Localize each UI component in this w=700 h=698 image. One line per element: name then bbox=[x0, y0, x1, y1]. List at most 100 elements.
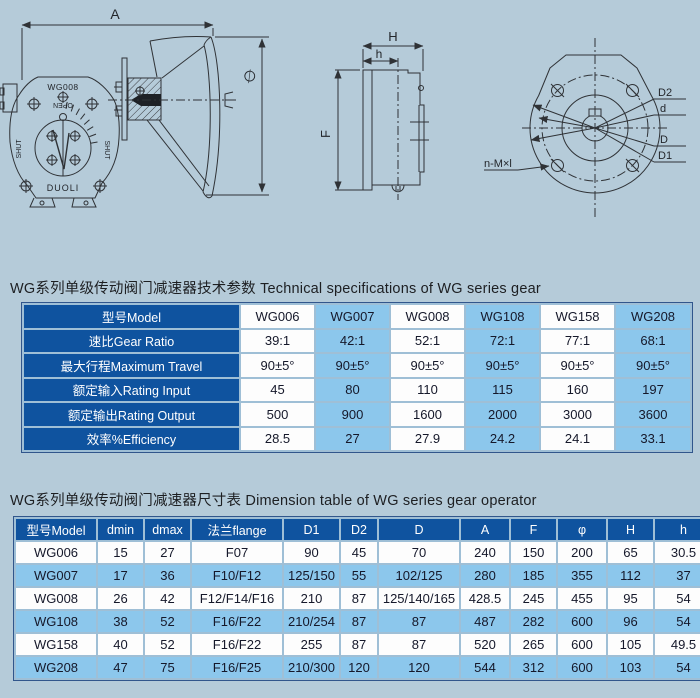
dimension-table-row: WG208 47 75 F16/F25 210/300 120 120 544 312 600 10… bbox=[16, 657, 700, 678]
dial-tick-marks bbox=[65, 101, 98, 144]
dimension-table-row: WG006 15 27 F07 90 45 70 240 150 200 65 30.5 bbox=[16, 542, 700, 563]
dimension-model-cell: WG108 bbox=[16, 611, 96, 632]
dimension-value-cell: 120 bbox=[341, 657, 377, 678]
dimension-value-cell: F16/F25 bbox=[192, 657, 282, 678]
dimension-value-cell: 37 bbox=[655, 565, 700, 586]
dimension-value-cell: 150 bbox=[511, 542, 556, 563]
spec-corner-label: 型号Model bbox=[24, 305, 239, 328]
dimension-value-cell: 210 bbox=[284, 588, 339, 609]
dimension-value-cell: 185 bbox=[511, 565, 556, 586]
brand-label: DUOLI bbox=[47, 183, 80, 193]
flange-label-d1: D1 bbox=[658, 150, 672, 162]
dimension-column-header: 型号Model bbox=[16, 519, 96, 540]
dimension-value-cell: F16/F22 bbox=[192, 611, 282, 632]
spec-value-cell: 500 bbox=[241, 403, 314, 426]
dimension-value-cell: 312 bbox=[511, 657, 556, 678]
dimension-section-title: WG系列单级传动阀门减速器尺寸表 Dimension table of WG s… bbox=[10, 493, 537, 509]
dimension-value-cell: 52 bbox=[145, 634, 190, 655]
front-view-drawing: A ∅ bbox=[0, 6, 269, 208]
dim-diameter-label: ∅ bbox=[240, 66, 260, 87]
dimension-value-cell: 36 bbox=[145, 565, 190, 586]
spec-value-cell: 115 bbox=[466, 378, 539, 401]
flange-label-d2: D2 bbox=[658, 87, 672, 99]
spec-value-cell: 90±5° bbox=[316, 354, 389, 377]
dimension-value-cell: 54 bbox=[655, 611, 700, 632]
dimension-value-cell: 90 bbox=[284, 542, 339, 563]
spec-header-row: 型号Model WG006 WG007 WG008 WG108 WG158 WG208 bbox=[24, 305, 690, 328]
dim-a-label: A bbox=[110, 6, 120, 22]
spec-value-cell: 24.2 bbox=[466, 427, 539, 450]
dimension-value-cell: 600 bbox=[558, 611, 606, 632]
dimension-value-cell: 49.5 bbox=[655, 634, 700, 655]
housing-bolts bbox=[19, 91, 107, 193]
spec-value-cell: 90±5° bbox=[466, 354, 539, 377]
flange-bolt-callout: n-M×l bbox=[484, 158, 512, 170]
dimension-column-header: dmin bbox=[98, 519, 143, 540]
dimension-model-cell: WG007 bbox=[16, 565, 96, 586]
dimension-value-cell: 52 bbox=[145, 611, 190, 632]
dimension-value-cell: 47 bbox=[98, 657, 143, 678]
spec-table: 型号Model WG006 WG007 WG008 WG108 WG158 WG208 速比G… bbox=[21, 302, 693, 453]
dimension-value-cell: 42 bbox=[145, 588, 190, 609]
dimension-column-header: F bbox=[511, 519, 556, 540]
spec-value-cell: 90±5° bbox=[541, 354, 614, 377]
dimension-value-cell: 87 bbox=[341, 634, 377, 655]
dimension-value-cell: 75 bbox=[145, 657, 190, 678]
dimension-value-cell: 17 bbox=[98, 565, 143, 586]
dimension-value-cell: 70 bbox=[379, 542, 459, 563]
dimension-value-cell: 40 bbox=[98, 634, 143, 655]
flange-bolt-holes bbox=[550, 83, 640, 173]
dimension-table-row: WG008 26 42 F12/F14/F16 210 87 125/140/165 428.… bbox=[16, 588, 700, 609]
dimension-value-cell: 26 bbox=[98, 588, 143, 609]
spec-value-cell: 52:1 bbox=[391, 329, 464, 352]
spec-value-cell: 90±5° bbox=[616, 354, 690, 377]
spec-value-cell: 90±5° bbox=[391, 354, 464, 377]
dimension-value-cell: F07 bbox=[192, 542, 282, 563]
spec-row-label: 额定输入Rating Input bbox=[24, 378, 239, 401]
dim-f-label: F bbox=[318, 130, 333, 138]
dimension-table-row: WG158 40 52 F16/F22 255 87 87 520 265 600 105 49.5 bbox=[16, 634, 700, 655]
dimension-column-header: D1 bbox=[284, 519, 339, 540]
spec-value-cell: 80 bbox=[316, 378, 389, 401]
spec-value-cell: 90±5° bbox=[241, 354, 314, 377]
spec-model-cell: WG158 bbox=[541, 305, 614, 328]
dimension-value-cell: 600 bbox=[558, 657, 606, 678]
spec-value-cell: 24.1 bbox=[541, 427, 614, 450]
dimension-value-cell: 103 bbox=[608, 657, 653, 678]
dimension-model-cell: WG006 bbox=[16, 542, 96, 563]
dimension-column-header: h bbox=[655, 519, 700, 540]
dimension-value-cell: F16/F22 bbox=[192, 634, 282, 655]
dimension-value-cell: 95 bbox=[608, 588, 653, 609]
dimension-value-cell: 125/150 bbox=[284, 565, 339, 586]
spec-value-cell: 42:1 bbox=[316, 329, 389, 352]
dimension-value-cell: 120 bbox=[379, 657, 459, 678]
spec-value-cell: 3000 bbox=[541, 403, 614, 426]
spec-row-label: 效率%Efficiency bbox=[24, 427, 239, 450]
dimension-value-cell: 96 bbox=[608, 611, 653, 632]
shut-right-label: SHUT bbox=[103, 140, 110, 160]
spec-section-title: WG系列单级传动阀门减速器技术参数 Technical specificatio… bbox=[10, 281, 541, 297]
spec-value-cell: 72:1 bbox=[466, 329, 539, 352]
flange-view-drawing: D2 d D D1 n-M×l bbox=[484, 38, 686, 220]
flange-label-dbig: D bbox=[660, 134, 668, 146]
dial-bolts bbox=[46, 130, 81, 166]
dimension-value-cell: 240 bbox=[461, 542, 509, 563]
dimension-value-cell: 65 bbox=[608, 542, 653, 563]
dimension-model-cell: WG208 bbox=[16, 657, 96, 678]
spec-value-cell: 45 bbox=[241, 378, 314, 401]
dimension-value-cell: 210/300 bbox=[284, 657, 339, 678]
dimension-value-cell: 520 bbox=[461, 634, 509, 655]
dimension-value-cell: 210/254 bbox=[284, 611, 339, 632]
spec-model-cell: WG007 bbox=[316, 305, 389, 328]
dimension-value-cell: 54 bbox=[655, 657, 700, 678]
spec-table-row: 最大行程Maximum Travel 90±5° 90±5° 90±5° 90±5° 90… bbox=[24, 354, 690, 377]
dimension-value-cell: 27 bbox=[145, 542, 190, 563]
dimension-value-cell: 200 bbox=[558, 542, 606, 563]
dimension-value-cell: 15 bbox=[98, 542, 143, 563]
spec-value-cell: 160 bbox=[541, 378, 614, 401]
dimension-value-cell: 87 bbox=[341, 588, 377, 609]
dimension-value-cell: 455 bbox=[558, 588, 606, 609]
dimension-value-cell: 87 bbox=[379, 634, 459, 655]
spec-value-cell: 27.9 bbox=[391, 427, 464, 450]
